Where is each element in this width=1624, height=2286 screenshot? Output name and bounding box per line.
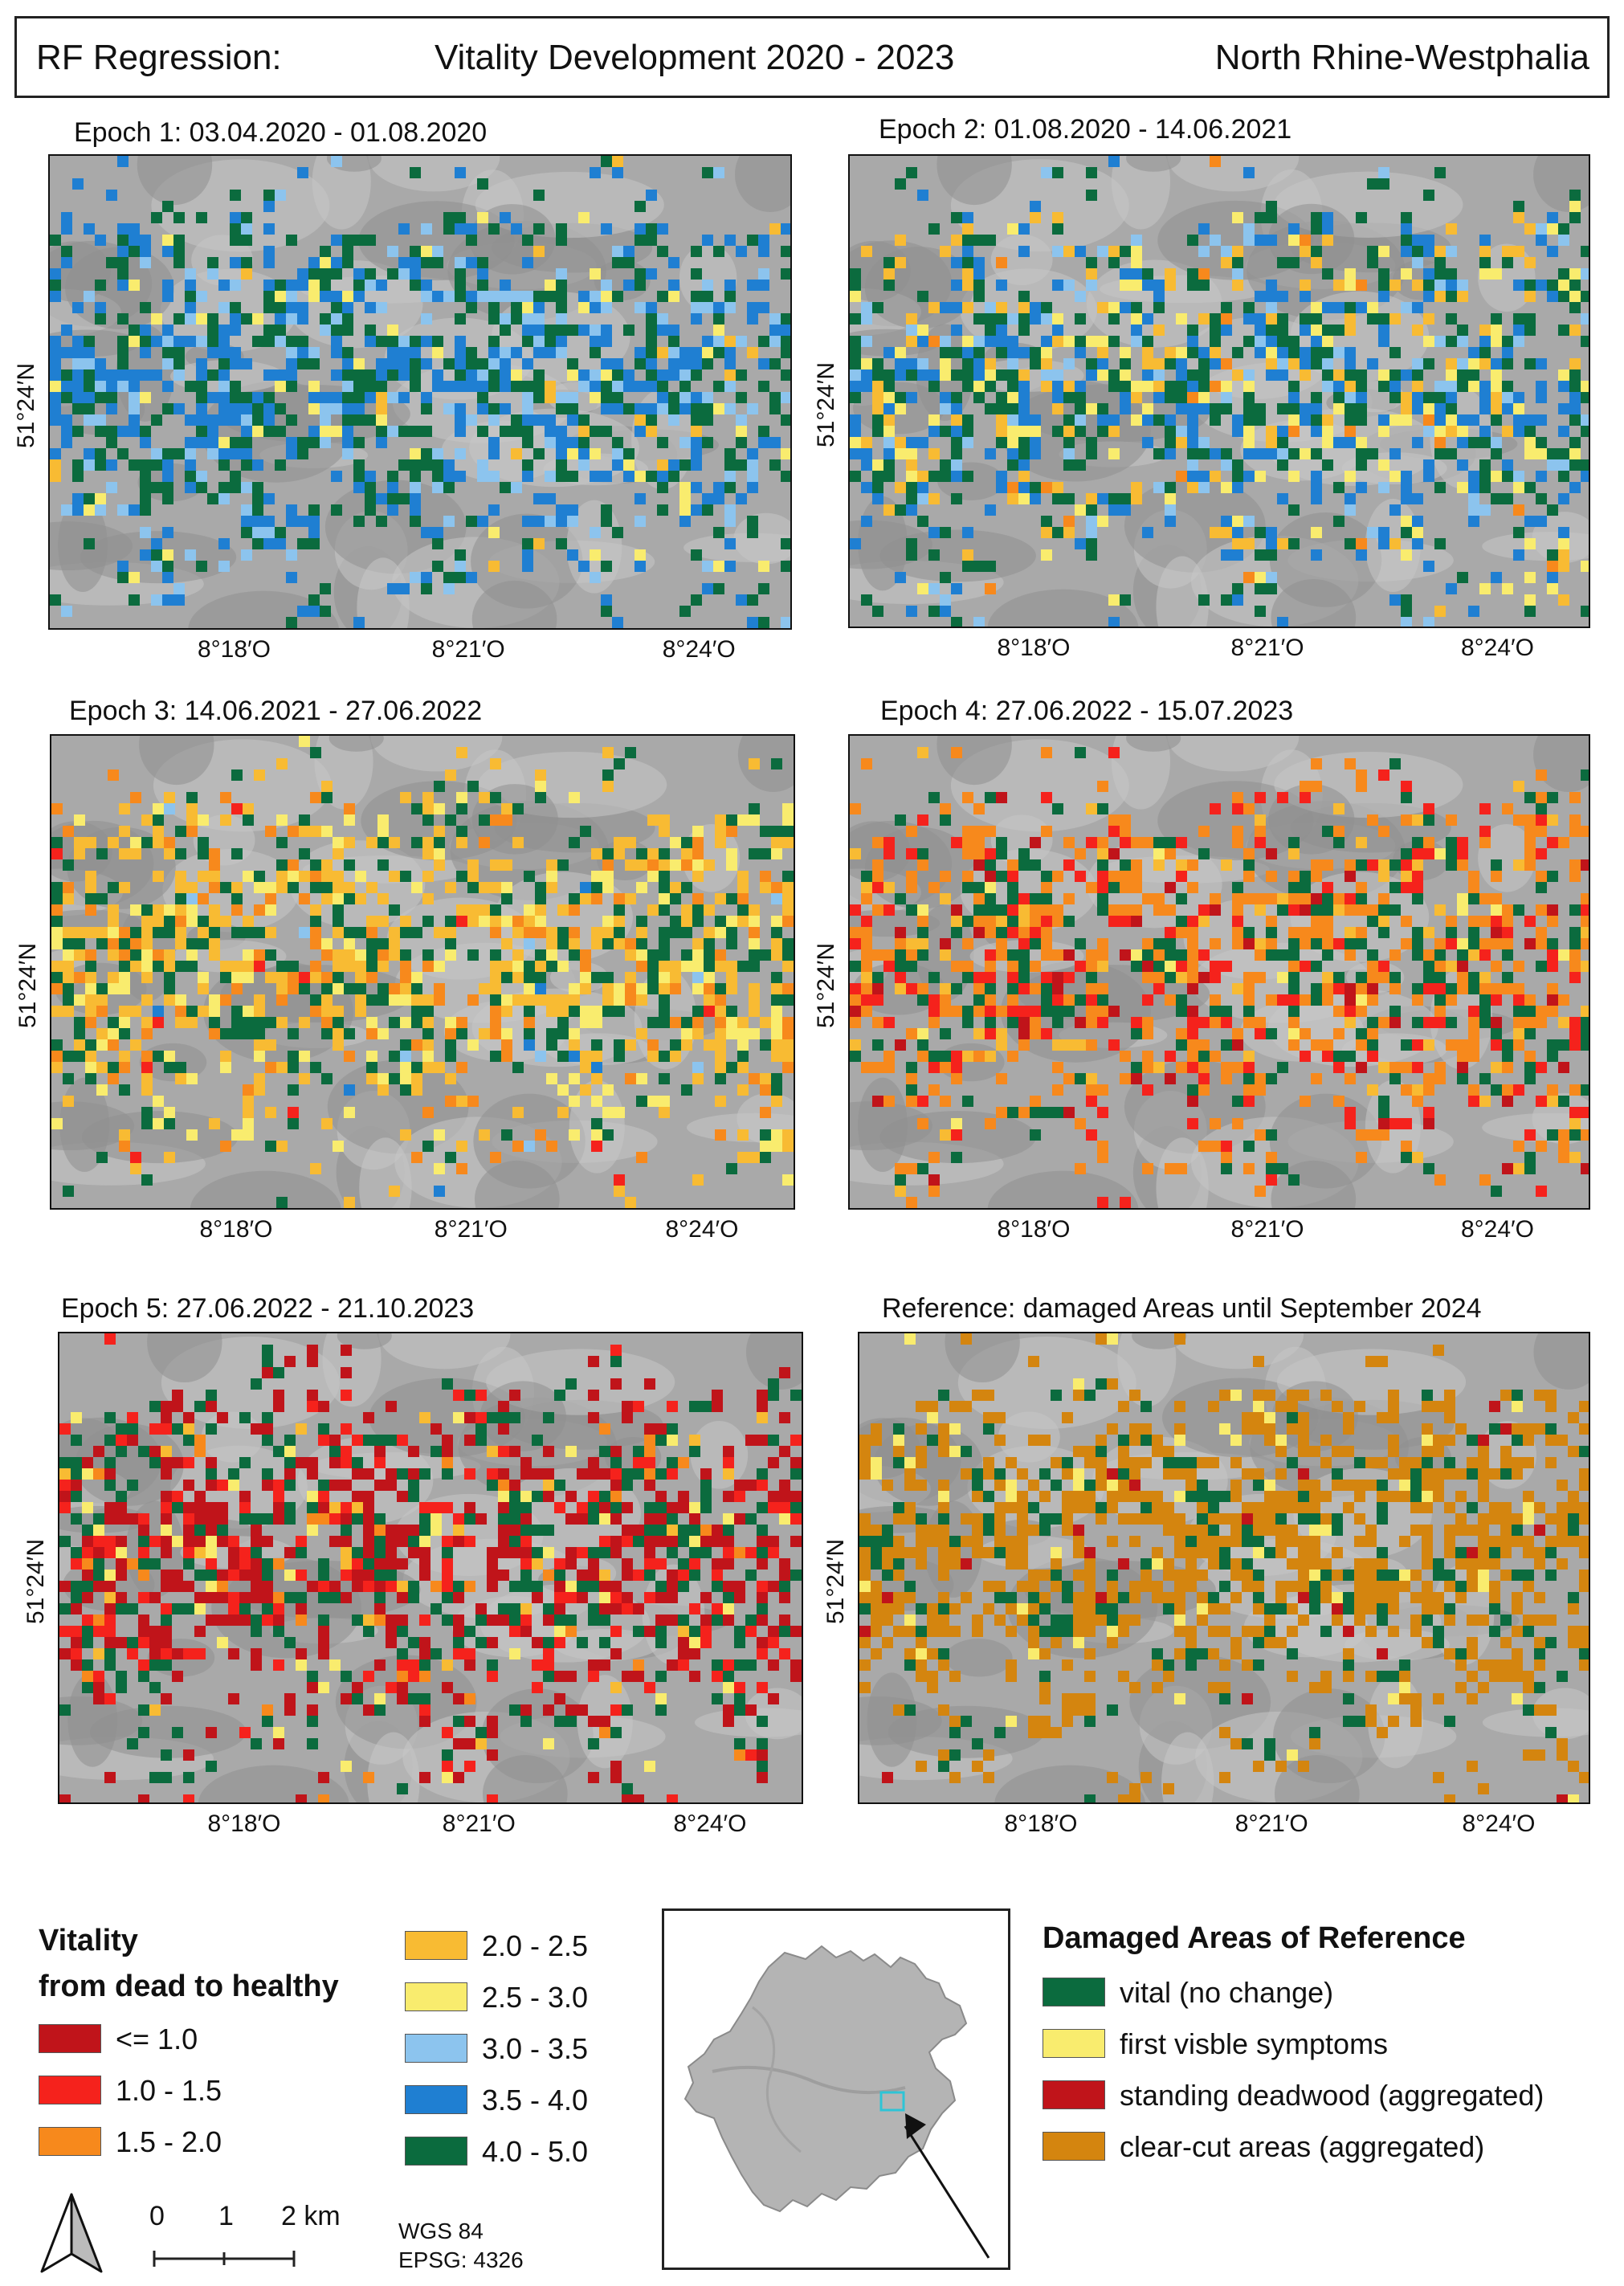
legend-swatch: [1043, 2080, 1105, 2109]
map-title-1: Epoch 1: 03.04.2020 - 01.08.2020: [74, 117, 488, 148]
legend-label: <= 1.0: [116, 2023, 198, 2055]
title-bar: RF Regression: Vitality Development 2020…: [14, 16, 1610, 98]
legend-swatch: [405, 2085, 467, 2114]
legend-swatch: [1043, 1978, 1105, 2006]
latitude-label-2: 51°24′N: [813, 361, 839, 447]
longitude-label-3-3: 8°24′O: [665, 1216, 739, 1243]
overview-inset-map: [662, 1908, 1010, 2270]
legend-swatch: [405, 1982, 467, 2011]
legend-label: 2.0 - 2.5: [482, 1929, 589, 1962]
longitude-label-5-3: 8°24′O: [673, 1810, 747, 1837]
legend-label: 1.5 - 2.0: [116, 2125, 222, 2158]
vitality-legend-title: Vitality: [39, 1924, 138, 1957]
scale-label-0: 0: [149, 2201, 165, 2231]
longitude-label-6-3: 8°24′O: [1462, 1810, 1536, 1837]
longitude-label-2-1: 8°18′O: [997, 635, 1071, 661]
legend-swatch: [1043, 2029, 1105, 2058]
north-arrow-icon: [40, 2193, 103, 2273]
legend-label: 3.0 - 3.5: [482, 2032, 589, 2065]
longitude-label-6-1: 8°18′O: [1004, 1810, 1078, 1837]
map-title-3: Epoch 3: 14.06.2021 - 27.06.2022: [69, 696, 483, 726]
vitality-map-epoch-4: [848, 734, 1590, 1210]
longitude-label-1-1: 8°18′O: [197, 636, 271, 663]
study-area-marker: [879, 2091, 905, 2112]
legend-label: standing deadwood (aggregated): [1120, 2079, 1544, 2112]
vitality-map-epoch-1: [48, 154, 792, 630]
longitude-label-4-3: 8°24′O: [1460, 1216, 1535, 1243]
map-title-4: Epoch 4: 27.06.2022 - 15.07.2023: [880, 696, 1294, 726]
legend-swatch: [1043, 2132, 1105, 2161]
latitude-label-1: 51°24′N: [13, 362, 39, 448]
legend-swatch: [405, 2137, 467, 2166]
longitude-label-4-1: 8°18′O: [997, 1216, 1071, 1243]
vitality-map-epoch-2: [848, 154, 1590, 628]
legend-label: 1.0 - 1.5: [116, 2074, 222, 2107]
longitude-label-2-3: 8°24′O: [1460, 635, 1535, 661]
title-main: Vitality Development 2020 - 2023: [435, 38, 955, 77]
crs-datum: WGS 84: [398, 2219, 484, 2243]
reference-legend-title: Damaged Areas of Reference: [1043, 1921, 1466, 1955]
latitude-label-4: 51°24′N: [813, 942, 839, 1028]
longitude-label-1-3: 8°24′O: [662, 636, 736, 663]
longitude-label-4-2: 8°21′O: [1230, 1216, 1304, 1243]
title-method: RF Regression:: [36, 38, 282, 77]
legend-swatch: [405, 1931, 467, 1960]
legend-swatch: [405, 2034, 467, 2063]
longitude-label-5-1: 8°18′O: [207, 1810, 281, 1837]
longitude-label-5-2: 8°21′O: [442, 1810, 516, 1837]
latitude-label-5: 51°24′N: [22, 1538, 49, 1624]
reference-damage-map: [858, 1332, 1590, 1804]
legend-label: vital (no change): [1120, 1976, 1334, 2009]
scale-label-2: 2 km: [281, 2201, 341, 2231]
map-title-5: Epoch 5: 27.06.2022 - 21.10.2023: [61, 1293, 475, 1324]
longitude-label-6-2: 8°21′O: [1234, 1810, 1308, 1837]
legend-label: 3.5 - 4.0: [482, 2084, 589, 2117]
latitude-label-3: 51°24′N: [14, 942, 41, 1028]
map-title-6: Reference: damaged Areas until September…: [882, 1293, 1482, 1324]
scale-bar-graphic: [153, 2251, 296, 2267]
legend-label: clear-cut areas (aggregated): [1120, 2130, 1485, 2163]
longitude-label-2-2: 8°21′O: [1230, 635, 1304, 661]
legend-swatch: [39, 2127, 101, 2156]
longitude-label-3-1: 8°18′O: [199, 1216, 273, 1243]
crs-epsg: EPSG: 4326: [398, 2247, 524, 2272]
legend-swatch: [39, 2076, 101, 2104]
title-region: North Rhine-Westphalia: [1214, 38, 1589, 77]
legend-label: 2.5 - 3.0: [482, 1981, 589, 2014]
longitude-label-1-2: 8°21′O: [431, 636, 505, 663]
vitality-map-epoch-3: [50, 734, 795, 1210]
map-title-2: Epoch 2: 01.08.2020 - 14.06.2021: [879, 114, 1292, 145]
latitude-label-6: 51°24′N: [822, 1538, 849, 1624]
vitality-legend-subtitle: from dead to healthy: [39, 1970, 339, 2003]
legend-label: 4.0 - 5.0: [482, 2135, 589, 2168]
legend-label: first visble symptoms: [1120, 2027, 1389, 2060]
nrw-outline: [683, 1945, 990, 2259]
scale-label-1: 1: [218, 2201, 234, 2231]
legend-swatch: [39, 2024, 101, 2053]
vitality-map-epoch-5: [58, 1332, 803, 1804]
longitude-label-3-2: 8°21′O: [434, 1216, 508, 1243]
